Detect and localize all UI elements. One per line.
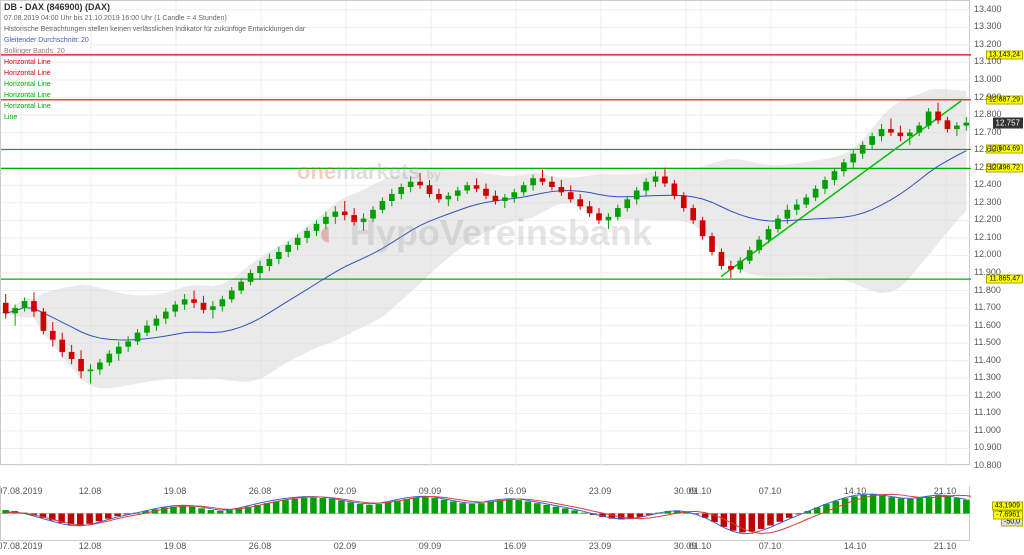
y-tick: 11.400 bbox=[974, 355, 1001, 365]
indicator-label: Horizontal Line bbox=[4, 57, 305, 68]
chart-container: onemarkets by ◐ HypoVereinsbank 12.75713… bbox=[0, 0, 1024, 555]
y-tick: 10.800 bbox=[974, 460, 1002, 470]
macd-panel[interactable]: 43,1909-50,0-7,6961 bbox=[0, 486, 970, 541]
y-tick: 11.000 bbox=[974, 425, 1001, 435]
macd-x-tick: 02.09 bbox=[334, 541, 357, 551]
macd-x-tick: 12.08 bbox=[79, 541, 102, 551]
y-tick: 12.700 bbox=[974, 127, 1002, 137]
y-tick: 11.200 bbox=[974, 390, 1001, 400]
y-tick: 11.300 bbox=[974, 372, 1001, 382]
y-axis: 10.80010.90011.00011.10011.20011.30011.4… bbox=[970, 0, 1024, 465]
y-tick: 12.500 bbox=[974, 162, 1002, 172]
y-tick: 12.000 bbox=[974, 249, 1002, 259]
y-tick: 13.200 bbox=[974, 39, 1002, 49]
macd-x-tick: 14.10 bbox=[844, 541, 867, 551]
y-tick: 12.600 bbox=[974, 144, 1002, 154]
macd-x-tick: 21.10 bbox=[934, 541, 957, 551]
y-tick: 12.200 bbox=[974, 214, 1002, 224]
y-tick: 13.100 bbox=[974, 56, 1002, 66]
y-tick: 13.300 bbox=[974, 21, 1002, 31]
macd-x-tick: 19.08 bbox=[164, 541, 187, 551]
macd-x-tick: 07.10 bbox=[759, 541, 782, 551]
macd-x-tick: 26.08 bbox=[249, 541, 272, 551]
macd-x-tick: 09.09 bbox=[419, 541, 442, 551]
indicator-label: Horizontal Line bbox=[4, 68, 305, 79]
y-tick: 10.900 bbox=[974, 442, 1002, 452]
chart-title: DB - DAX (846900) (DAX) bbox=[4, 2, 305, 13]
y-tick: 12.900 bbox=[974, 92, 1002, 102]
y-tick: 12.100 bbox=[974, 232, 1002, 242]
chart-header: DB - DAX (846900) (DAX) 07.08.2019 04:00… bbox=[4, 2, 305, 123]
y-tick: 11.800 bbox=[974, 285, 1001, 295]
macd-x-axis: 07.08.2019 12.08 19.08 26.08 02.09 09.09 16.09… bbox=[0, 541, 970, 555]
macd-label: -7,6961 bbox=[993, 510, 1023, 519]
y-tick: 11.600 bbox=[974, 320, 1001, 330]
y-tick: 12.800 bbox=[974, 109, 1002, 119]
macd-x-tick: 07.08.2019 bbox=[0, 541, 43, 551]
macd-x-tick: 16.09 bbox=[504, 541, 527, 551]
chart-disclaimer: Historische Betrachtungen stellen keinen… bbox=[4, 24, 305, 35]
y-tick: 11.100 bbox=[974, 407, 1001, 417]
y-tick: 12.400 bbox=[974, 179, 1002, 189]
macd-x-tick: 01.10 bbox=[689, 541, 712, 551]
chart-subtitle: 07.08.2019 04:00 Uhr bis 21.10.2019 16:0… bbox=[4, 13, 305, 24]
y-tick: 11.900 bbox=[974, 267, 1001, 277]
indicator-label: Gleitender Durchschnitt: 20 bbox=[4, 35, 305, 46]
indicator-label: Horizontal Line bbox=[4, 90, 305, 101]
y-tick: 11.500 bbox=[974, 337, 1001, 347]
y-tick: 13.400 bbox=[974, 4, 1002, 14]
indicator-label: Line bbox=[4, 112, 305, 123]
indicator-label: Bollinger Bands: 20 bbox=[4, 46, 305, 57]
macd-label: 43,1909 bbox=[992, 502, 1023, 511]
indicator-label: Horizontal Line bbox=[4, 79, 305, 90]
y-tick: 12.300 bbox=[974, 197, 1002, 207]
indicator-label: Horizontal Line bbox=[4, 101, 305, 112]
y-tick: 11.700 bbox=[974, 302, 1001, 312]
macd-x-tick: 23.09 bbox=[589, 541, 612, 551]
y-tick: 13.000 bbox=[974, 74, 1002, 84]
